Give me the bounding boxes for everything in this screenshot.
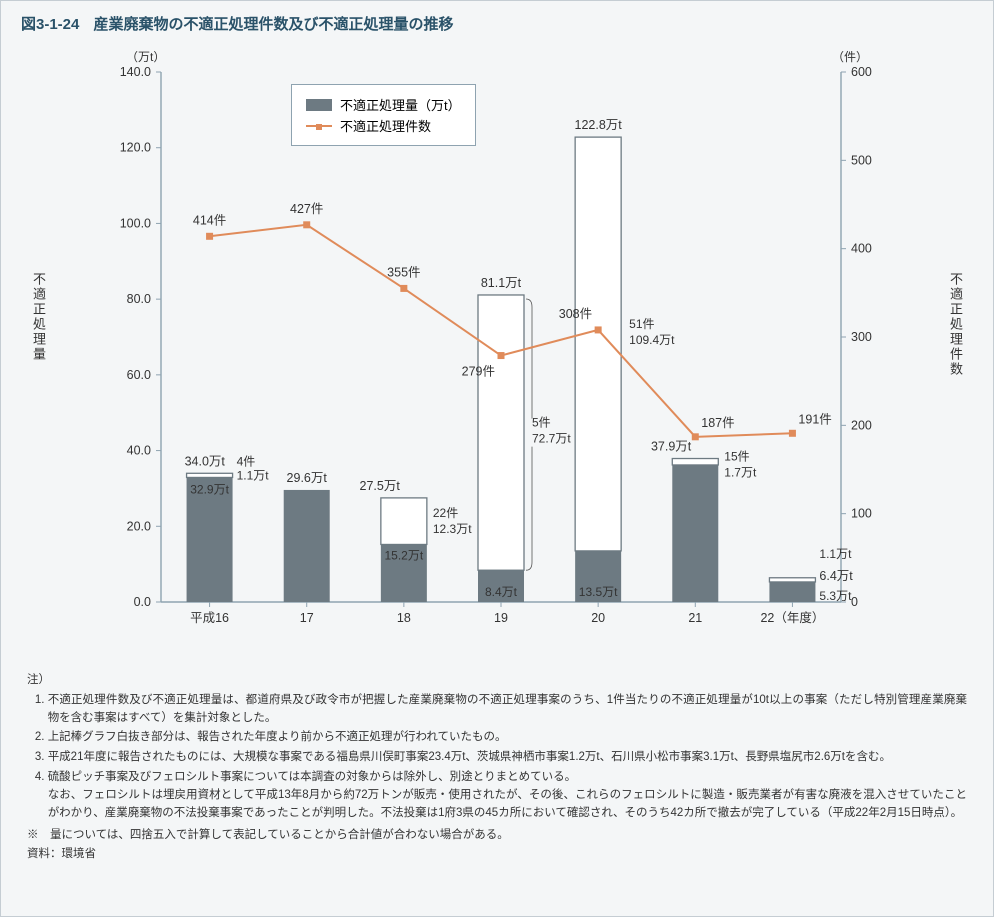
svg-text:81.1万t: 81.1万t: [481, 276, 522, 290]
svg-text:34.0万t: 34.0万t: [185, 454, 226, 468]
line-marker: [595, 326, 602, 333]
svg-text:5.3万t: 5.3万t: [819, 589, 852, 603]
svg-text:0.0: 0.0: [134, 595, 151, 609]
svg-text:279件: 279件: [462, 365, 495, 379]
svg-text:20.0: 20.0: [127, 519, 151, 533]
line-marker: [303, 221, 310, 228]
svg-text:1.1万t: 1.1万t: [237, 468, 270, 482]
bar-open: [187, 473, 233, 477]
bar-open: [478, 295, 524, 570]
svg-text:40.0: 40.0: [127, 444, 151, 458]
notes-source: 資料：環境省: [27, 846, 967, 864]
svg-text:600: 600: [851, 65, 872, 79]
svg-text:1.7万t: 1.7万t: [724, 466, 757, 480]
notes-item: 硫酸ピッチ事案及びフェロシルト事案については本調査の対象からは除外し、別途とりま…: [48, 769, 967, 822]
svg-text:37.9万t: 37.9万t: [651, 440, 692, 454]
notes-header: 注）: [27, 672, 967, 690]
svg-text:427件: 427件: [290, 202, 323, 216]
svg-text:1.1万t: 1.1万t: [819, 547, 852, 561]
svg-text:4件: 4件: [237, 454, 256, 468]
notes-block: 注） 不適正処理件数及び不適正処理量は、都道府県及び政令市が把握した産業廃棄物の…: [1, 662, 993, 864]
figure-title-text: 産業廃棄物の不適正処理件数及び不適正処理量の推移: [94, 16, 454, 33]
bar-filled: [769, 582, 815, 602]
svg-text:300: 300: [851, 330, 872, 344]
chart-area: （万t） （件） 不適正処理量 不適正処理件数 不適正処理量（万t） 不適正処理…: [41, 42, 953, 662]
bar-open: [381, 498, 427, 545]
svg-text:100.0: 100.0: [120, 216, 151, 230]
right-axis-label: 不適正処理件数: [946, 272, 965, 377]
left-axis-unit: （万t）: [126, 48, 165, 65]
svg-text:18: 18: [397, 611, 411, 625]
line-marker: [206, 233, 213, 240]
svg-text:19: 19: [494, 611, 508, 625]
legend-swatch-line: [306, 125, 332, 127]
line-marker: [692, 433, 699, 440]
notes-list: 不適正処理件数及び不適正処理量は、都道府県及び政令市が把握した産業廃棄物の不適正…: [27, 692, 967, 823]
svg-text:22件: 22件: [433, 506, 458, 520]
right-axis-unit: （件）: [832, 48, 868, 65]
bar-open: [769, 578, 815, 582]
svg-text:109.4万t: 109.4万t: [629, 333, 675, 347]
svg-text:15.2万t: 15.2万t: [385, 548, 424, 562]
svg-text:72.7万t: 72.7万t: [532, 432, 571, 446]
svg-text:17: 17: [300, 611, 314, 625]
svg-text:500: 500: [851, 153, 872, 167]
svg-text:6.4万t: 6.4万t: [819, 569, 853, 583]
svg-text:414件: 414件: [193, 213, 226, 227]
legend-swatch-bar: [306, 99, 332, 111]
svg-text:32.9万t: 32.9万t: [190, 482, 229, 496]
svg-text:51件: 51件: [629, 317, 654, 331]
svg-text:13.5万t: 13.5万t: [579, 585, 618, 599]
line-marker: [789, 430, 796, 437]
svg-text:140.0: 140.0: [120, 65, 151, 79]
svg-text:20: 20: [591, 611, 605, 625]
notes-item: 平成21年度に報告されたものには、大規模な事案である福島県川俣町事案23.4万t…: [48, 749, 967, 767]
notes-item: 上記棒グラフ白抜き部分は、報告された年度より前から不適正処理が行われていたもの。: [48, 729, 967, 747]
svg-text:187件: 187件: [701, 416, 734, 430]
figure-container: 図3-1-24 産業廃棄物の不適正処理件数及び不適正処理量の推移 （万t） （件…: [0, 0, 994, 917]
svg-text:122.8万t: 122.8万t: [575, 118, 623, 132]
svg-text:60.0: 60.0: [127, 368, 151, 382]
svg-text:400: 400: [851, 242, 872, 256]
notes-asterisk: ※ 量については、四捨五入で計算して表記していることから合計値が合わない場合があ…: [27, 827, 967, 845]
line-marker: [498, 352, 505, 359]
svg-text:27.5万t: 27.5万t: [360, 479, 401, 493]
svg-text:12.3万t: 12.3万t: [433, 522, 472, 536]
left-axis-label: 不適正処理量: [29, 272, 48, 362]
legend-item-line: 不適正処理件数: [306, 116, 461, 135]
svg-text:29.6万t: 29.6万t: [287, 471, 328, 485]
svg-text:5件: 5件: [532, 416, 551, 430]
legend-item-bar: 不適正処理量（万t）: [306, 95, 461, 114]
line-marker: [400, 285, 407, 292]
svg-text:平成16: 平成16: [190, 611, 229, 625]
svg-text:21: 21: [688, 611, 702, 625]
svg-text:22（年度）: 22（年度）: [760, 610, 824, 625]
svg-text:0: 0: [851, 595, 858, 609]
svg-text:100: 100: [851, 507, 872, 521]
figure-title: 図3-1-24 産業廃棄物の不適正処理件数及び不適正処理量の推移: [1, 1, 993, 42]
legend-label-line: 不適正処理件数: [340, 116, 431, 135]
chart-svg: 0.0 20.0 40.0 60.0 80.0 100.0 120.0 140.0 0 100 20…: [41, 42, 951, 652]
legend-label-bar: 不適正処理量（万t）: [340, 95, 461, 114]
svg-text:15件: 15件: [724, 450, 749, 464]
svg-text:120.0: 120.0: [120, 141, 151, 155]
svg-text:308件: 308件: [559, 307, 592, 321]
svg-text:8.4万t: 8.4万t: [485, 585, 518, 599]
bar-open: [575, 137, 621, 551]
figure-number: 図3-1-24: [21, 16, 79, 33]
notes-item: 不適正処理件数及び不適正処理量は、都道府県及び政令市が把握した産業廃棄物の不適正…: [48, 692, 967, 728]
svg-text:80.0: 80.0: [127, 292, 151, 306]
svg-text:200: 200: [851, 418, 872, 432]
bar-open: [672, 459, 718, 465]
bar-filled: [672, 465, 718, 602]
bar-filled: [284, 490, 330, 602]
legend: 不適正処理量（万t） 不適正処理件数: [291, 84, 476, 146]
svg-text:191件: 191件: [798, 412, 831, 426]
svg-text:355件: 355件: [387, 265, 420, 279]
